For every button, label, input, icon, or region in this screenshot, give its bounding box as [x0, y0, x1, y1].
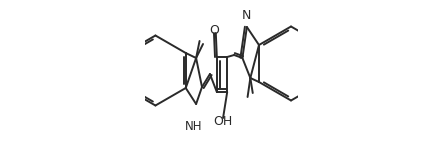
- Text: O: O: [210, 24, 219, 37]
- Text: OH: OH: [214, 115, 233, 128]
- Text: NH: NH: [185, 121, 203, 134]
- Text: N: N: [242, 9, 252, 22]
